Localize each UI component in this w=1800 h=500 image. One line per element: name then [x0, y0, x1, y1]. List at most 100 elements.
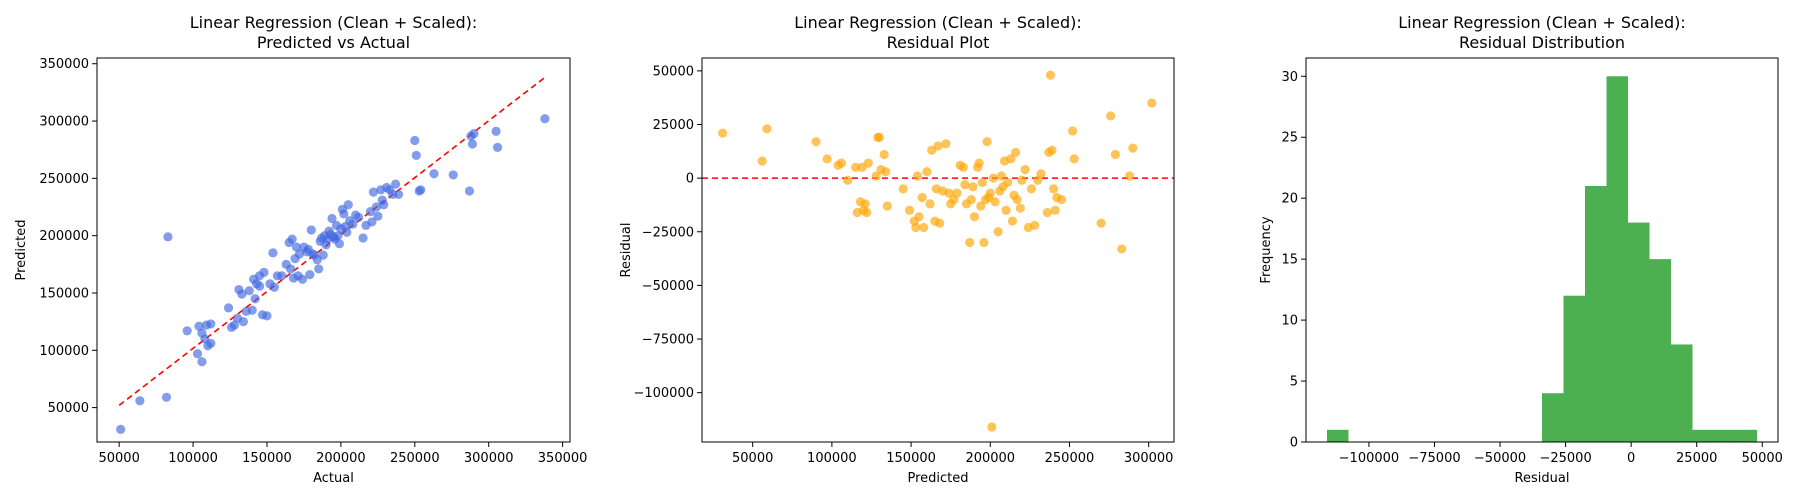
data-point [851, 162, 861, 173]
data-point [1020, 164, 1030, 175]
data-point [919, 222, 929, 233]
data-point [1011, 147, 1021, 157]
chart-title-line: Residual Plot [887, 33, 990, 52]
x-tick-label: 300000 [464, 451, 514, 466]
data-point [822, 154, 832, 164]
data-point [1003, 177, 1013, 188]
data-point [922, 167, 932, 177]
data-point [305, 270, 315, 280]
data-point [1106, 111, 1116, 121]
x-tick-label: 25000 [1676, 451, 1717, 466]
data-point [339, 209, 349, 219]
chart-title-line: Linear Regression (Clean + Scaled): [794, 13, 1081, 32]
histogram-bar [1563, 295, 1586, 442]
histogram-bar [1606, 76, 1629, 443]
data-point [925, 199, 935, 209]
data-point [333, 231, 343, 241]
x-tick-label: 50000 [1742, 451, 1783, 466]
histogram-bar [1628, 222, 1650, 442]
data-point [1128, 143, 1138, 153]
x-tick-label: 50000 [98, 451, 139, 466]
y-tick-label: 25 [1281, 131, 1298, 146]
data-point [979, 237, 989, 248]
data-point [836, 158, 846, 168]
data-point [379, 200, 389, 210]
x-tick-label: −50000 [1474, 451, 1526, 466]
x-tick-label: 300000 [1124, 451, 1174, 466]
data-point [277, 271, 287, 281]
data-point [1117, 244, 1127, 254]
x-axis-label: Actual [313, 471, 354, 486]
data-point [860, 199, 870, 209]
data-point [368, 187, 379, 197]
data-point [393, 189, 404, 200]
data-point [491, 126, 501, 136]
data-point [411, 150, 421, 161]
y-tick-label: 30 [1281, 70, 1298, 85]
chart-title-line: Linear Regression (Clean + Scaled): [1398, 13, 1685, 32]
data-point [863, 158, 873, 168]
data-point [371, 202, 381, 212]
data-point [163, 232, 173, 242]
data-point [862, 207, 872, 218]
data-point [990, 197, 1000, 207]
y-tick-label: 15 [1281, 253, 1298, 268]
y-tick-label: 20 [1281, 192, 1298, 207]
data-point [974, 158, 984, 168]
histogram-bar [1585, 186, 1607, 442]
data-point [287, 234, 297, 244]
data-point [965, 237, 975, 248]
data-point [291, 242, 302, 252]
axes-frame [96, 57, 571, 443]
chart-title: Linear Regression (Clean + Scaled): Resid… [1398, 13, 1685, 52]
data-point [1026, 184, 1037, 194]
data-point [944, 188, 954, 198]
y-tick-label: 250000 [39, 172, 89, 187]
data-point [1056, 194, 1067, 205]
data-point [229, 320, 240, 330]
y-tick-label: 0 [1290, 436, 1298, 451]
y-tick-label: 150000 [39, 286, 89, 301]
histogram-bar [1671, 344, 1693, 442]
data-point [1096, 218, 1106, 228]
data-point [933, 141, 943, 151]
x-tick-label: 250000 [390, 451, 440, 466]
y-tick-label: 100000 [39, 344, 89, 359]
data-point [985, 188, 995, 198]
data-point [1147, 98, 1157, 108]
data-point [294, 249, 305, 259]
data-point [966, 194, 976, 205]
data-point [492, 142, 503, 153]
data-point [367, 217, 377, 227]
data-point [1017, 175, 1027, 185]
data-point [843, 175, 853, 185]
data-point [941, 139, 951, 149]
data-point [116, 424, 126, 434]
data-point [982, 137, 992, 147]
x-tick-label: 150000 [886, 451, 936, 466]
data-point [1125, 171, 1135, 181]
data-point [197, 357, 207, 367]
y-tick-label: 350000 [39, 57, 89, 72]
data-point [464, 186, 475, 196]
histogram-bar [1714, 429, 1736, 442]
data-point [161, 392, 172, 402]
data-point [306, 225, 316, 235]
data-point [297, 274, 308, 284]
data-point [410, 135, 420, 146]
y-tick-label: −100000 [633, 386, 694, 401]
histogram-bar [1542, 393, 1564, 442]
chart-title: Linear Regression (Clean + Scaled): Resid… [794, 13, 1081, 52]
data-point [373, 211, 383, 221]
x-tick-label: 0 [1627, 451, 1635, 466]
y-axis-label: Residual [619, 223, 634, 278]
data-point [1049, 184, 1059, 194]
data-point [448, 170, 458, 180]
chart-title-line: Residual Distribution [1459, 33, 1625, 52]
data-point [223, 303, 234, 313]
y-tick-label: −75000 [642, 333, 694, 348]
data-point [269, 282, 279, 292]
data-point [262, 311, 272, 321]
data-point [976, 201, 986, 211]
data-point [237, 289, 247, 299]
